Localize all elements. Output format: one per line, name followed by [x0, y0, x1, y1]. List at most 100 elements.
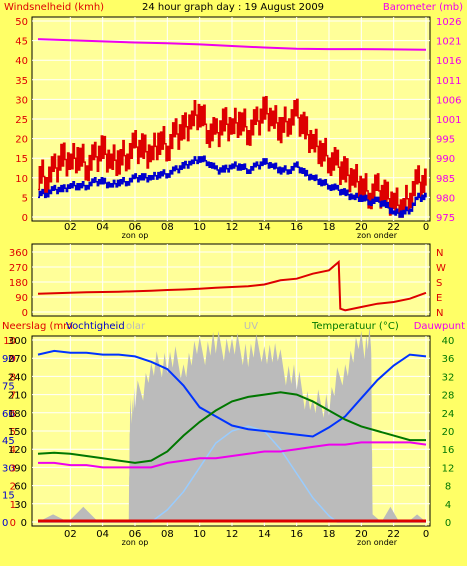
x-tick-label: 14: [258, 222, 271, 233]
y-tick-label: 2: [10, 482, 16, 493]
uv-line: [38, 425, 426, 523]
y-tick-label: 120: [8, 445, 27, 456]
y-tick-label: 1001: [436, 115, 461, 126]
sunrise-label: zon op: [122, 231, 149, 240]
x-tick-label: 04: [96, 529, 109, 540]
y-tick-label: 36: [442, 354, 455, 365]
page-title: 24 hour graph day : 19 August 2009: [142, 2, 324, 13]
y-tick-label: 60: [14, 482, 27, 493]
y-tick-label: 1016: [436, 56, 461, 67]
x-tick-label: 06: [129, 529, 142, 540]
y-tick-label: 0: [21, 518, 27, 529]
y-tick-label: 7: [10, 391, 16, 402]
y-tick-label: 995: [436, 135, 455, 146]
temp-axis-label: Temperatuur (°C): [311, 321, 399, 332]
y-tick-label: 8: [445, 482, 451, 493]
y-tick-label: 15: [15, 154, 28, 165]
y-tick-label: 15: [2, 491, 15, 502]
x-tick-label: 02: [64, 222, 77, 233]
x-tick-label: 20: [355, 222, 368, 233]
y-tick-label: 1011: [436, 76, 461, 87]
temperature-line: [37, 391, 426, 464]
sunset-label-2: zon onder: [357, 538, 398, 547]
y-tick-label: 1: [10, 500, 16, 511]
compass-label: N: [436, 308, 443, 319]
y-tick-label: 1006: [436, 95, 461, 106]
x-tick-label: 18: [323, 529, 336, 540]
x-tick-label: 12: [226, 222, 239, 233]
humidity-axis-label: Vochtigheid: [66, 321, 125, 332]
y-tick-label: 4: [10, 445, 16, 456]
y-tick-label: 45: [2, 436, 15, 447]
y-tick-label: 32: [442, 372, 455, 383]
y-tick-label: 150: [8, 427, 27, 438]
y-tick-label: 10: [15, 174, 28, 185]
y-tick-label: 6: [10, 409, 16, 420]
direction-line: [37, 259, 427, 312]
x-tick-label: 22: [387, 529, 400, 540]
x-tick-label: 18: [323, 222, 336, 233]
x-tick-label: 14: [258, 529, 271, 540]
uv-axis-label: UV: [244, 321, 258, 332]
direction-y-ticks: 0 90 180 270 360: [9, 248, 28, 319]
x-tick-label: 12: [226, 529, 239, 540]
y-tick-label: 0: [10, 518, 16, 529]
baro-axis-label: Barometer (mb): [383, 2, 463, 13]
x-tick-label: 20: [355, 529, 368, 540]
solar-area: [38, 325, 426, 522]
y-tick-label: 180: [9, 278, 28, 289]
y-tick-label: 24: [442, 409, 455, 420]
y-tick-label: 980: [436, 193, 455, 204]
x-tick-label: 04: [96, 222, 109, 233]
y-tick-label: 40: [442, 336, 455, 347]
y-tick-label: 5: [10, 427, 16, 438]
solar-axis-label: olar: [126, 321, 146, 332]
sunrise-label-2: zon op: [122, 538, 149, 547]
temp-x-ticks: 02 04 06 08 10 12 14 16 18 20 22 0: [64, 529, 429, 540]
wind-y-ticks: 0 5 10 15 20 25 30 35 40 45 50: [15, 17, 28, 224]
y-tick-label: 12: [442, 463, 455, 474]
x-tick-label: 0: [423, 222, 429, 233]
x-tick-label: 16: [290, 222, 303, 233]
y-tick-label: 8: [10, 372, 16, 383]
sunset-label: zon onder: [357, 231, 398, 240]
x-tick-label: 0: [423, 529, 429, 540]
y-tick-label: 90: [14, 463, 27, 474]
dewpoint-axis-label: Dauwpunt: [414, 321, 465, 332]
y-tick-label: 20: [442, 427, 455, 438]
y-tick-label: 16: [442, 445, 455, 456]
y-tick-label: 975: [436, 213, 455, 224]
y-tick-label: 0: [445, 518, 451, 529]
compass-label: E: [436, 293, 442, 304]
humidity-line: [37, 349, 427, 438]
y-tick-label: 300: [8, 336, 27, 347]
y-tick-label: 4: [445, 500, 451, 511]
y-tick-label: 10: [3, 336, 16, 347]
rain-axis-label: Neerslag (mm: [2, 321, 73, 332]
y-tick-label: 990: [436, 154, 455, 165]
x-tick-label: 08: [161, 222, 174, 233]
y-tick-label: 9: [10, 354, 16, 365]
x-tick-label: 06: [129, 222, 142, 233]
compass-label: S: [436, 278, 442, 289]
x-tick-label: 10: [193, 529, 206, 540]
y-tick-label: 0: [22, 308, 28, 319]
y-tick-label: 3: [10, 463, 16, 474]
panel-wind-x-ticks: 02 04 06 08 10 12 14 16 18 20 22 0: [64, 222, 429, 233]
x-tick-label: 08: [161, 529, 174, 540]
y-tick-label: 1026: [436, 17, 461, 28]
y-tick-label: 210: [8, 391, 27, 402]
y-tick-label: 1021: [436, 37, 461, 48]
y-tick-label: 270: [8, 354, 27, 365]
x-tick-label: 10: [193, 222, 206, 233]
y-tick-label: 0: [2, 518, 8, 529]
y-tick-label: 35: [15, 76, 28, 87]
y-tick-label: 25: [15, 115, 28, 126]
y-tick-label: 240: [8, 372, 27, 383]
temp-y-ticks: 0 4 8 12 16 20 24 28 32 36 40: [442, 336, 455, 529]
y-tick-label: 360: [9, 248, 28, 259]
x-tick-label: 02: [64, 529, 77, 540]
